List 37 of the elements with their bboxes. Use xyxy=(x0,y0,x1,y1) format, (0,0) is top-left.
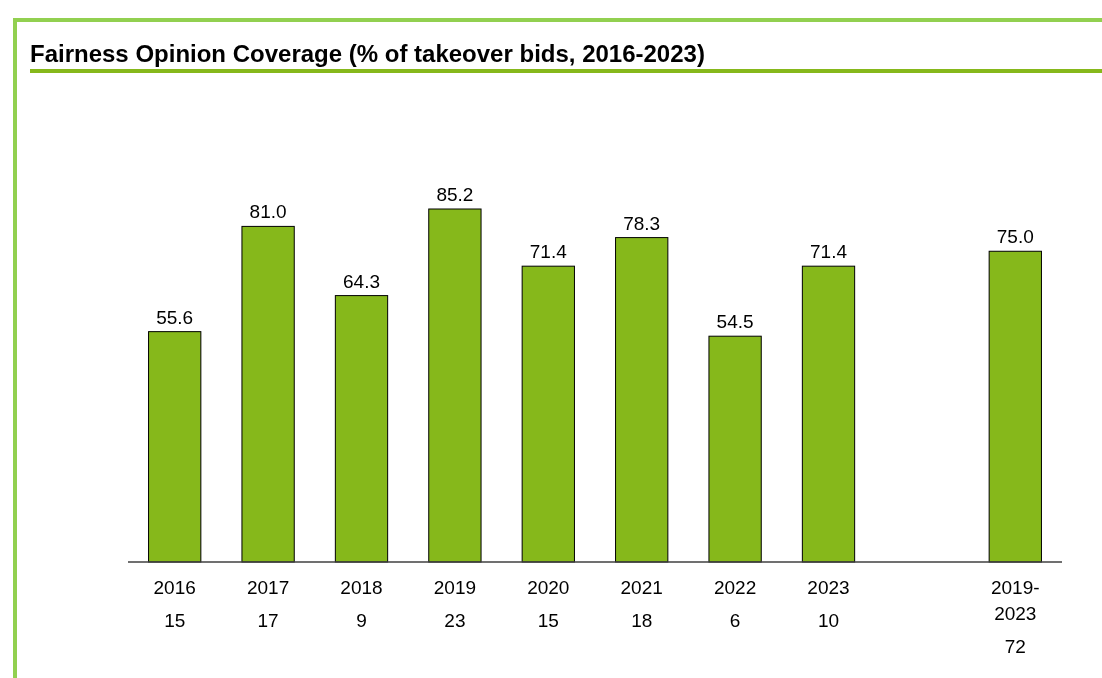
data-label: 71.4 xyxy=(529,241,568,263)
x-tick-label: 2016 xyxy=(153,577,196,598)
data-label: 85.2 xyxy=(436,184,474,205)
data-label: 78.3 xyxy=(623,212,661,234)
bar xyxy=(428,208,482,563)
x-tick-label: 2020 xyxy=(527,577,570,598)
data-label: 81.0 xyxy=(249,201,287,223)
data-label: 71.4 xyxy=(810,241,848,263)
x-tick-label: 2017 xyxy=(246,577,290,598)
x-tick-label: 2022 xyxy=(713,577,757,598)
text: 10 xyxy=(817,610,840,631)
data-label: 64.3 xyxy=(343,270,380,292)
bar xyxy=(615,237,669,563)
text: 72 xyxy=(1004,636,1026,657)
text: 17 xyxy=(257,610,279,631)
chart-title: Fairness Opinion Coverage (% of takeover bids, 2016-2023) xyxy=(30,40,705,67)
bar xyxy=(241,225,295,563)
data-label: 55.6 xyxy=(156,306,194,328)
x-tick-label: 2018 xyxy=(340,577,383,598)
text: 15 xyxy=(164,610,186,631)
bar xyxy=(148,331,202,563)
bar xyxy=(521,265,575,563)
data-label: 54.5 xyxy=(716,311,754,333)
data-label: 75.0 xyxy=(996,226,1034,248)
bar xyxy=(988,250,1042,563)
text: 23 xyxy=(444,610,466,631)
text: 6 xyxy=(729,610,741,631)
x-tick-label: 2021 xyxy=(620,577,663,598)
text: 18 xyxy=(631,610,653,631)
bar xyxy=(801,265,856,563)
bar xyxy=(334,295,389,563)
x-tick-label: 2023 xyxy=(807,577,850,598)
text: 15 xyxy=(537,610,559,631)
text: 9 xyxy=(356,610,367,631)
bar xyxy=(708,335,762,563)
x-tick-label: 2019 xyxy=(433,577,477,598)
x-tick-label: 2019- 2023 xyxy=(991,577,1040,624)
